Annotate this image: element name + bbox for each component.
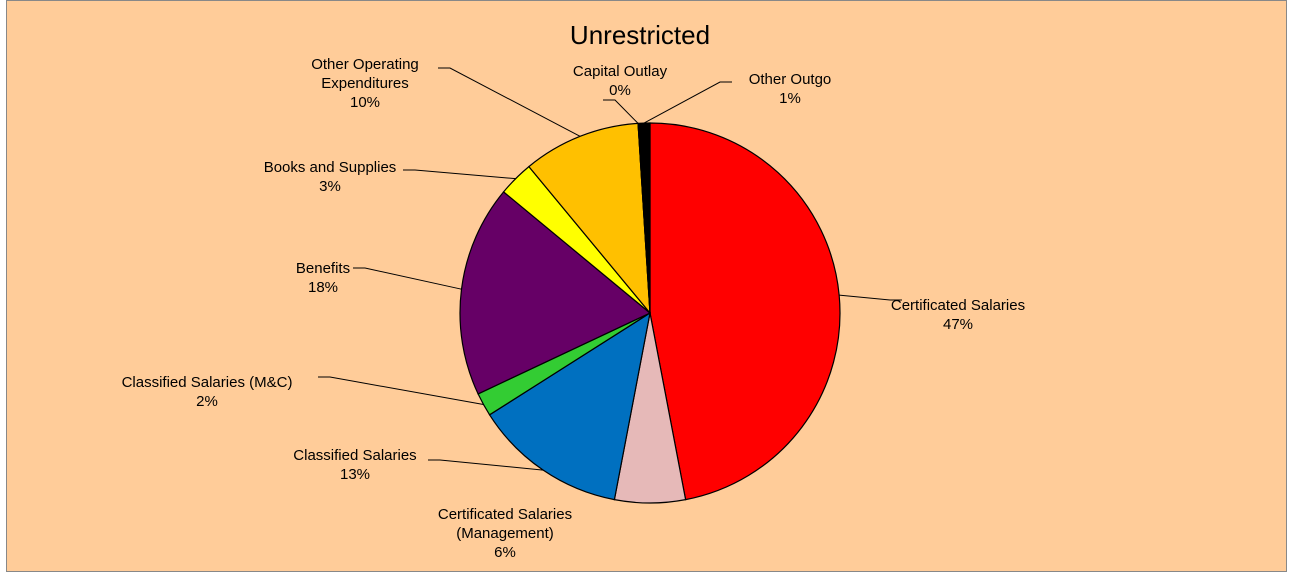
leader-line: [839, 294, 902, 301]
slice-value-label: 18%: [308, 279, 338, 296]
slice-label: Other Operating Expenditures: [311, 56, 419, 92]
pie-slice: [459, 191, 652, 395]
leader-line: [603, 99, 639, 124]
slice-label: Capital Outlay: [573, 63, 668, 80]
leader-line: [318, 376, 484, 406]
pie-slice: [528, 122, 651, 315]
leader-line: [428, 459, 544, 471]
slice-label: Other Outgo: [749, 71, 832, 88]
slice-value-label: 47%: [943, 316, 973, 333]
slice-label: Classified Salaries: [293, 447, 416, 464]
slice-value-label: 1%: [779, 90, 801, 107]
leader-line: [403, 169, 516, 180]
leader-line: [353, 267, 462, 290]
slice-value-label: 2%: [196, 393, 218, 410]
slice-value-label: 3%: [319, 178, 341, 195]
pie-slice: [649, 122, 841, 501]
slice-value-label: 6%: [494, 544, 516, 561]
slice-value-label: 13%: [340, 466, 370, 483]
leader-line: [438, 67, 581, 137]
slice-label: Certificated Salaries: [891, 297, 1025, 314]
slice-label: Certificated Salaries (Management): [438, 506, 572, 542]
chart-title: Unrestricted: [570, 20, 710, 50]
slice-value-label: 0%: [609, 82, 631, 99]
slice-value-label: 10%: [350, 94, 380, 111]
slice-label: Benefits: [296, 260, 350, 277]
leader-line: [643, 81, 732, 124]
slice-label: Books and Supplies: [264, 159, 397, 176]
slice-label: Classified Salaries (M&C): [122, 374, 293, 391]
pie-slice: [488, 311, 651, 501]
